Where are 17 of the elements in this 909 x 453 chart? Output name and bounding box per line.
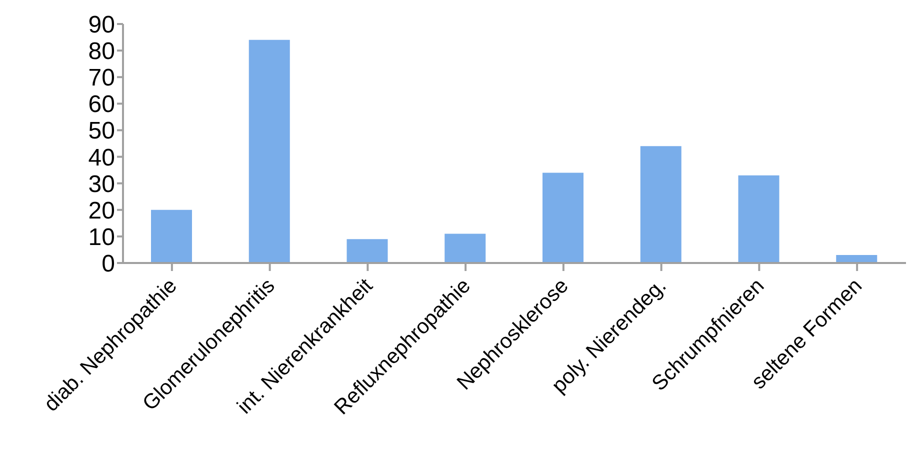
bar bbox=[640, 146, 682, 263]
bar bbox=[542, 172, 584, 263]
y-tick-label: 50 bbox=[88, 118, 115, 145]
y-tick-label: 80 bbox=[88, 38, 115, 66]
bar bbox=[444, 234, 486, 263]
y-tick-label: 0 bbox=[102, 250, 115, 278]
y-tick-label: 40 bbox=[88, 144, 115, 172]
bar bbox=[248, 40, 290, 263]
bar bbox=[151, 210, 192, 263]
y-tick-label: 30 bbox=[88, 170, 115, 198]
y-tick-label: 60 bbox=[88, 91, 115, 118]
y-tick-label: 90 bbox=[88, 12, 115, 39]
y-tick-label: 70 bbox=[88, 64, 115, 92]
y-tick-label: 20 bbox=[88, 197, 115, 224]
y-tick-label: 10 bbox=[88, 224, 115, 251]
bar bbox=[738, 175, 780, 263]
bar bbox=[346, 239, 388, 263]
